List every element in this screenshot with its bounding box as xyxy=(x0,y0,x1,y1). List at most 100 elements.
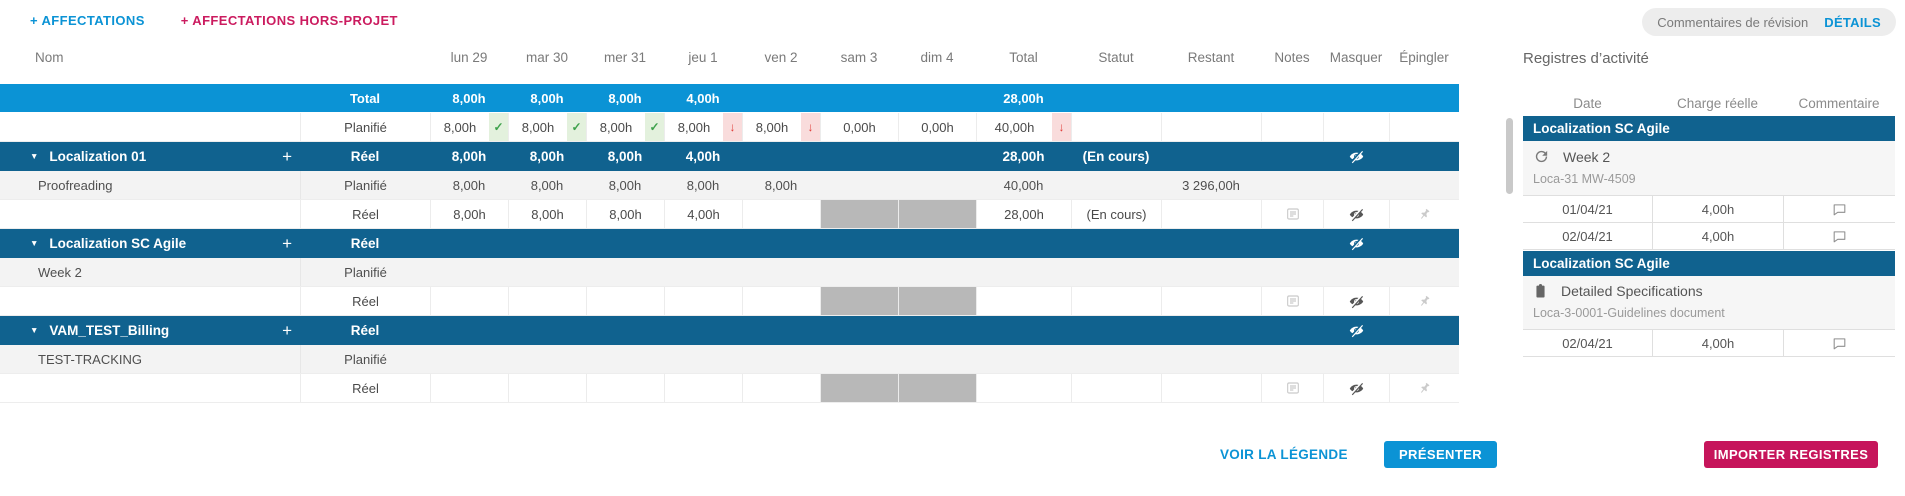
scrollbar-thumb[interactable] xyxy=(1506,118,1513,194)
add-offproject-assignments-button[interactable]: + AFFECTATIONS HORS-PROJET xyxy=(180,13,398,28)
day-value-cell[interactable] xyxy=(508,345,586,373)
add-assignments-button[interactable]: + AFFECTATIONS xyxy=(30,13,145,28)
task-name-cell: ▼ Localization SC Agile + xyxy=(0,229,300,258)
day-value-cell[interactable] xyxy=(586,374,664,402)
day-value-cell[interactable] xyxy=(586,345,664,373)
details-button[interactable]: DÉTAILS xyxy=(1824,14,1881,30)
day-value-cell xyxy=(820,142,898,171)
note-icon[interactable] xyxy=(1285,380,1301,396)
day-value-cell[interactable] xyxy=(430,287,508,315)
notes-cell xyxy=(1261,258,1323,286)
day-value-cell[interactable]: 8,00h xyxy=(452,177,486,193)
add-task-icon[interactable]: + xyxy=(282,233,292,253)
grid-row-group: ▼ Localization SC Agile + Réel xyxy=(0,229,1459,258)
total-cell: 28,00h xyxy=(1003,90,1044,106)
day-value-cell[interactable] xyxy=(664,258,742,286)
day-value-cell[interactable]: 8,00h xyxy=(530,177,564,193)
eye-off-icon[interactable] xyxy=(1348,235,1365,252)
day-value-cell[interactable] xyxy=(820,258,898,286)
status-cell xyxy=(1071,84,1161,112)
activity-block: Localization SC Agile Week 2 Loca-31 MW-45… xyxy=(1523,116,1895,250)
total-cell: 28,00h xyxy=(1002,149,1045,164)
day-value-cell[interactable]: 8,00h xyxy=(764,177,798,193)
pin-icon[interactable] xyxy=(1417,294,1432,309)
day-value-cell: 8,00h xyxy=(530,90,564,106)
view-legend-link[interactable]: VOIR LA LÉGENDE xyxy=(1220,447,1348,462)
day-value-cell[interactable] xyxy=(586,287,664,315)
day-value-cell[interactable]: 8,00h xyxy=(508,200,586,228)
day-value-cell[interactable] xyxy=(898,200,976,228)
pin-icon[interactable] xyxy=(1417,381,1432,396)
day-value-cell[interactable] xyxy=(820,200,898,228)
task-name: TEST-TRACKING xyxy=(38,351,143,367)
day-value-cell[interactable] xyxy=(742,287,820,315)
day-value-cell[interactable] xyxy=(742,374,820,402)
day-value-cell[interactable] xyxy=(898,374,976,402)
activity-entry-row: 02/04/21 4,00h xyxy=(1523,222,1895,250)
day-value-cell[interactable]: 8,00h xyxy=(430,200,508,228)
activity-entry-row: 02/04/21 4,00h xyxy=(1523,329,1895,357)
collapse-caret-icon[interactable]: ▼ xyxy=(30,238,39,249)
add-task-icon[interactable]: + xyxy=(282,146,292,166)
day-value-cell[interactable] xyxy=(664,287,742,315)
day-value-cell[interactable] xyxy=(586,258,664,286)
note-icon[interactable] xyxy=(1285,206,1301,222)
eye-off-icon[interactable] xyxy=(1348,148,1365,165)
present-button[interactable]: PRÉSENTER xyxy=(1384,441,1497,468)
day-value-cell[interactable]: 4,00h xyxy=(664,200,742,228)
status-cell xyxy=(1071,345,1161,373)
day-value-cell[interactable] xyxy=(742,345,820,373)
activity-block: Localization SC Agile Detailed Specificat… xyxy=(1523,251,1895,357)
note-icon[interactable] xyxy=(1285,293,1301,309)
hide-cell xyxy=(1323,258,1389,286)
day-value-cell[interactable] xyxy=(508,374,586,402)
day-value-cell[interactable] xyxy=(820,374,898,402)
pin-icon[interactable] xyxy=(1417,207,1432,222)
activity-project-header: Localization SC Agile xyxy=(1523,116,1895,141)
task-name: Proofreading xyxy=(38,177,113,193)
day-value-cell[interactable] xyxy=(508,258,586,286)
day-value-cell[interactable] xyxy=(742,258,820,286)
day-value-cell[interactable] xyxy=(898,345,976,373)
day-value-cell[interactable]: 8,00h xyxy=(586,200,664,228)
day-column-header: mer 31 xyxy=(603,49,647,65)
activity-entry-date: 02/04/21 xyxy=(1562,228,1613,244)
activity-entry-row: 01/04/21 4,00h xyxy=(1523,195,1895,222)
day-value-cell[interactable]: 8,00h xyxy=(608,177,642,193)
add-task-icon[interactable]: + xyxy=(282,320,292,340)
pin-cell xyxy=(1389,258,1459,286)
day-value-cell[interactable] xyxy=(898,171,976,199)
day-value-cell[interactable] xyxy=(820,345,898,373)
eye-off-icon[interactable] xyxy=(1348,293,1365,310)
status-cell xyxy=(1071,287,1161,315)
day-value-cell[interactable] xyxy=(898,258,976,286)
eye-off-icon[interactable] xyxy=(1348,322,1365,339)
day-value-cell[interactable] xyxy=(430,258,508,286)
notes-cell xyxy=(1261,113,1323,141)
day-value-cell[interactable] xyxy=(820,287,898,315)
day-value-cell[interactable] xyxy=(508,287,586,315)
collapse-caret-icon[interactable]: ▼ xyxy=(30,151,39,162)
eye-off-icon[interactable] xyxy=(1348,380,1365,397)
day-value-cell xyxy=(664,316,742,345)
row-type-label: Réel xyxy=(350,323,380,338)
comment-bubble-icon[interactable] xyxy=(1831,228,1848,245)
review-comments-button[interactable]: Commentaires de révision xyxy=(1657,14,1809,30)
comment-bubble-icon[interactable] xyxy=(1831,335,1848,352)
comment-bubble-icon[interactable] xyxy=(1831,201,1848,218)
day-value-cell[interactable] xyxy=(898,287,976,315)
day-value-cell[interactable] xyxy=(664,374,742,402)
arrow-down-icon: ↓ xyxy=(723,113,742,141)
hide-cell xyxy=(1323,316,1389,345)
day-value-cell[interactable] xyxy=(664,345,742,373)
total-cell: 40,00h xyxy=(1003,177,1044,193)
day-value-cell[interactable] xyxy=(742,200,820,228)
collapse-caret-icon[interactable]: ▼ xyxy=(30,325,39,336)
day-value-cell[interactable] xyxy=(430,374,508,402)
import-logs-button[interactable]: IMPORTER REGISTRES xyxy=(1704,441,1878,468)
grid-header: Nom lun 29 mar 30 mer 31 jeu 1 ven 2 sam 3 dim… xyxy=(0,45,1459,69)
day-value-cell[interactable]: 8,00h xyxy=(686,177,720,193)
day-value-cell[interactable] xyxy=(430,345,508,373)
day-value-cell[interactable] xyxy=(820,171,898,199)
eye-off-icon[interactable] xyxy=(1348,206,1365,223)
